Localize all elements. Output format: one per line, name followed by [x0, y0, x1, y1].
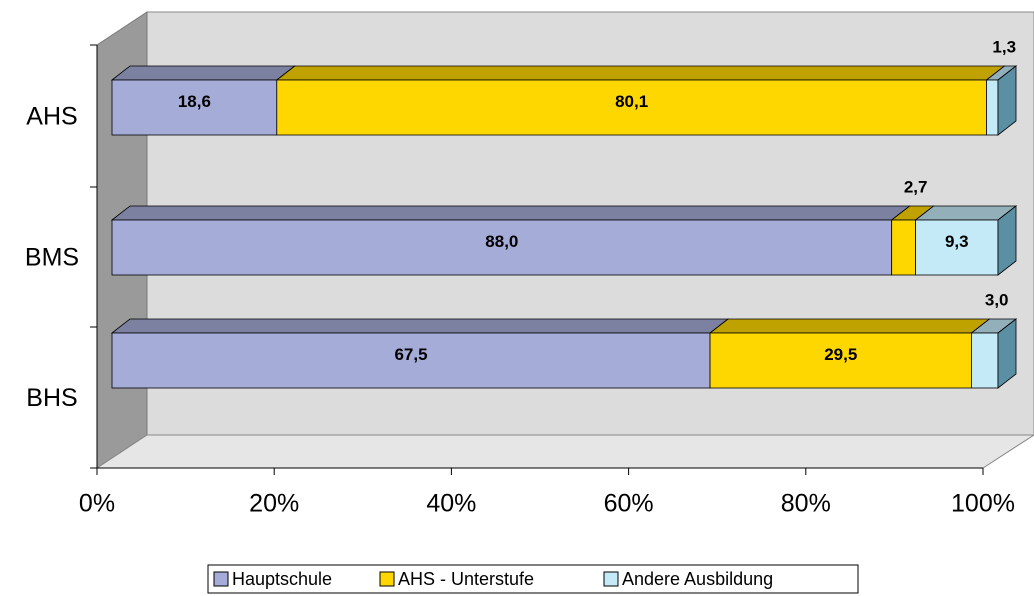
- bar-top: [275, 65, 1006, 81]
- legend-label: AHS - Unterstufe: [398, 569, 534, 589]
- bar: [986, 79, 999, 136]
- data-label: 88,0: [485, 232, 518, 251]
- bar-top: [110, 205, 911, 221]
- bar: [276, 79, 987, 136]
- data-label: 67,5: [394, 345, 427, 364]
- legend-swatch: [213, 571, 229, 587]
- bar: [111, 332, 711, 389]
- y-tick-label: AHS: [26, 103, 77, 131]
- bar-side: [997, 318, 1017, 389]
- data-label: 29,5: [824, 345, 857, 364]
- x-tick-label: 0%: [79, 490, 115, 518]
- bar-top: [110, 65, 296, 81]
- data-label: 1,3: [992, 37, 1016, 56]
- floor: [95, 434, 1034, 469]
- bar: [111, 219, 893, 276]
- x-tick-label: 100%: [951, 490, 1015, 518]
- x-tick-label: 20%: [249, 490, 299, 518]
- bar: [891, 219, 917, 276]
- x-tick-label: 60%: [604, 490, 654, 518]
- bar: [111, 79, 278, 136]
- x-tick-label: 80%: [781, 490, 831, 518]
- legend-swatch: [603, 571, 619, 587]
- bar-side: [997, 65, 1017, 136]
- bar-side: [997, 205, 1017, 276]
- legend-label: Andere Ausbildung: [622, 569, 773, 589]
- y-tick-label: BMS: [25, 244, 79, 272]
- x-tick-label: 40%: [426, 490, 476, 518]
- data-label: 3,0: [985, 290, 1009, 309]
- bar: [915, 219, 999, 276]
- bar-top: [110, 318, 730, 334]
- bar: [971, 332, 999, 389]
- data-label: 80,1: [615, 92, 648, 111]
- bar: [709, 332, 972, 389]
- data-label: 18,6: [178, 92, 211, 111]
- y-tick-label: BHS: [26, 384, 77, 412]
- data-label: 9,3: [945, 232, 969, 251]
- legend-label: Hauptschule: [232, 569, 332, 589]
- legend: [207, 564, 859, 594]
- data-label: 2,7: [904, 177, 928, 196]
- bar-top: [708, 318, 991, 334]
- legend-swatch: [379, 571, 395, 587]
